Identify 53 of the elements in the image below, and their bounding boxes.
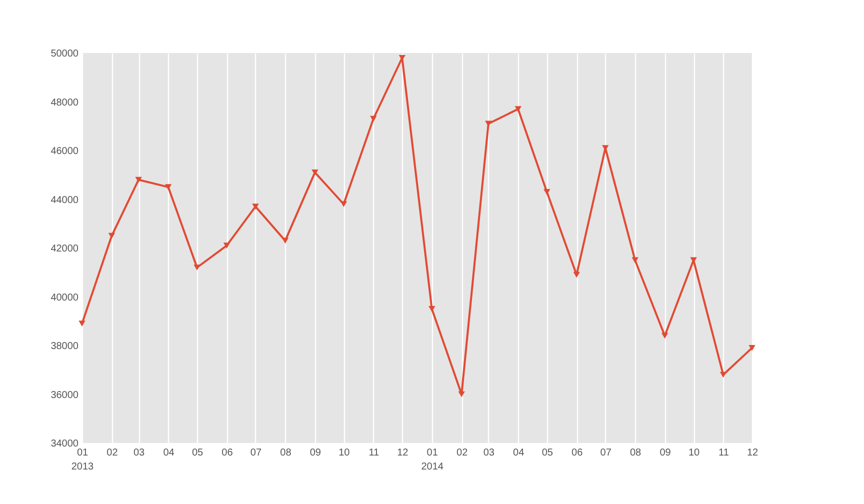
x-tick-label: 04 [513,448,525,458]
x-tick-label: 10 [688,448,700,458]
x-tick-label: 12 [746,448,758,458]
x-tick-label: 03 [483,448,495,458]
point [720,372,727,378]
x-tick-label: 12 [397,448,409,458]
point [135,176,142,183]
point [632,257,638,264]
y-tick-label: 34000 [50,438,79,450]
point [194,264,200,270]
y-tick-label: 48000 [50,97,79,108]
x-tick-label: 11 [718,448,730,458]
x-tick-label: 07 [250,448,262,458]
point [573,272,580,278]
point [370,116,377,122]
x-tick-label: 08 [630,448,642,458]
x-tick-label: 01 2013 [71,448,94,472]
y-tick-label: 36000 [50,390,79,401]
point [748,345,756,351]
point [282,238,289,244]
x-tick-label: 02 [106,448,118,458]
y-tick-label: 46000 [50,146,79,157]
point [458,391,465,398]
point [544,189,550,195]
point [164,184,172,190]
x-tick-label: 07 [600,448,612,458]
point [78,320,86,326]
point [223,242,230,248]
x-tick-label: 03 [133,448,146,458]
point [340,201,348,208]
y-tick-label: 38000 [50,341,79,352]
x-tick-label: 05 [542,448,554,458]
point [514,106,522,112]
y-tick-label: 50000 [50,48,79,60]
x-tick-label: 05 [192,448,204,458]
point [661,332,668,339]
point [428,306,436,312]
x-tick-label: 09 [310,448,322,458]
point [108,232,116,239]
point [252,204,259,210]
y-tick-label: 44000 [50,194,79,206]
x-tick-label: 06 [222,448,234,458]
y-tick-label: 40000 [50,292,79,304]
x-tick-label: 10 [338,448,350,458]
y-tick-label: 42000 [50,244,79,254]
x-tick-label: 06 [572,448,584,458]
x-tick-label: 11 [368,448,380,458]
x-tick-label: 02 [456,448,468,458]
x-tick-label: 04 [163,448,175,458]
x-tick-label: 01 2014 [421,448,444,472]
x-tick-label: 09 [660,448,672,458]
point [312,170,318,176]
x-tick-label: 08 [280,448,292,458]
